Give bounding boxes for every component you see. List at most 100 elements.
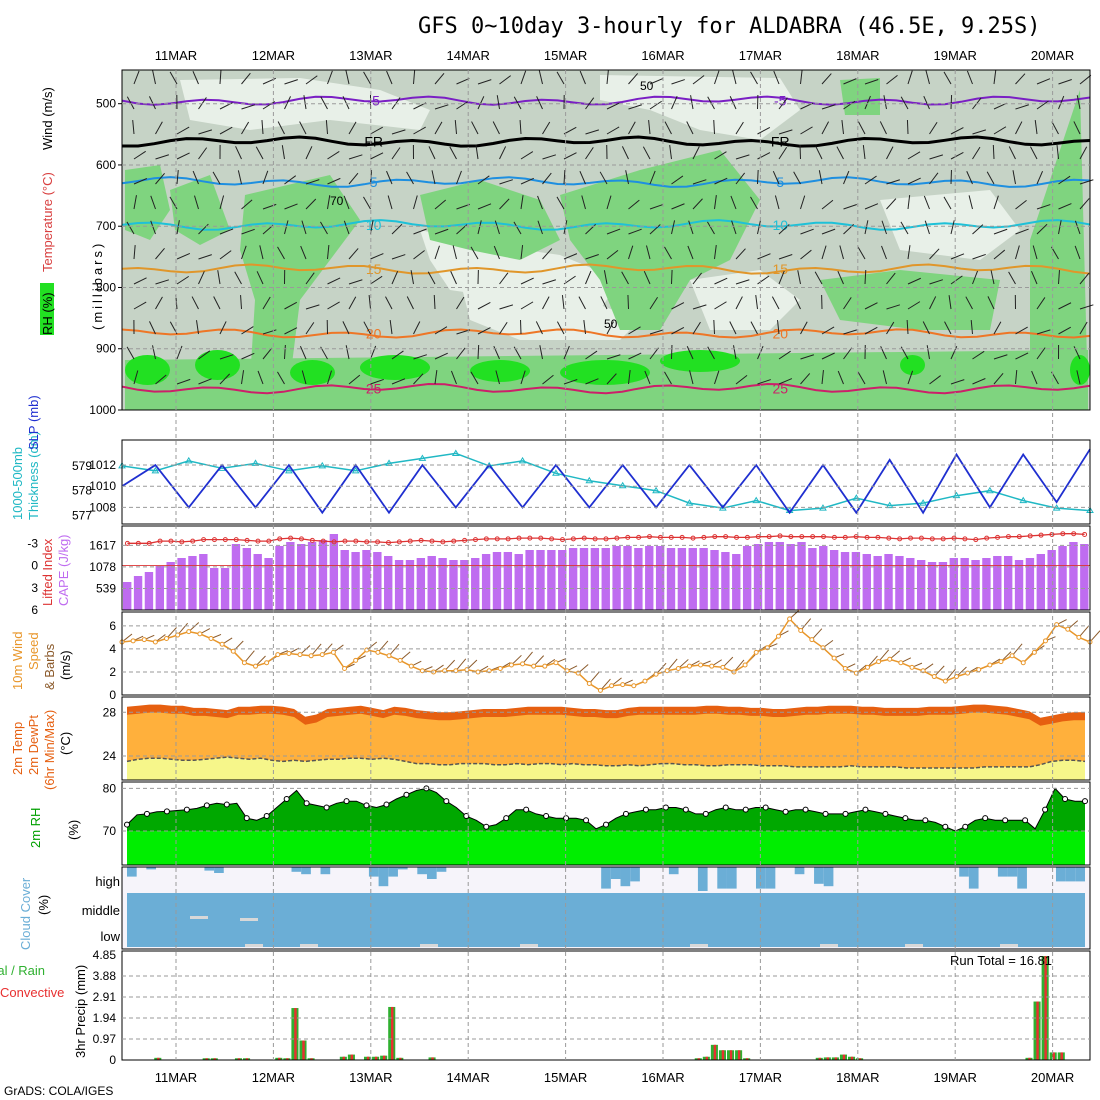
wind-barb — [542, 374, 554, 385]
wind-barb — [176, 126, 190, 135]
cape-bar — [558, 550, 567, 610]
temperature-contour-label: 10 — [366, 217, 382, 233]
wind-barb — [454, 120, 457, 135]
wind-barb — [993, 354, 1008, 360]
date-label-bottom: 19MAR — [934, 1070, 977, 1085]
wind-barb — [585, 350, 598, 360]
rh-contour-label: 50 — [604, 317, 618, 331]
wind-barb — [284, 301, 298, 310]
wind-barb — [387, 195, 393, 210]
wind-barb — [237, 170, 242, 185]
wind-barb — [800, 354, 814, 360]
wind-barb — [262, 101, 276, 110]
rh-marker — [822, 810, 829, 817]
wind-speed-marker — [152, 639, 158, 645]
wind-barb — [583, 320, 586, 335]
wind-barb — [235, 146, 242, 160]
wind-barb — [240, 294, 242, 310]
wind-barb — [843, 78, 857, 85]
precip-conv-bar — [737, 1050, 741, 1060]
cape-bar — [1003, 556, 1013, 610]
wind-barb — [687, 245, 694, 260]
precip-conv-bar — [826, 1057, 830, 1060]
precip-conv-bar — [1044, 956, 1047, 1060]
wind-barb — [671, 203, 685, 210]
cape-bar — [699, 548, 708, 610]
thickness-marker — [151, 466, 160, 474]
wind-barb — [771, 296, 780, 310]
wind-barb — [857, 121, 866, 135]
wind-barb — [864, 326, 878, 335]
wind-barb — [155, 279, 170, 285]
wind-barb — [261, 120, 264, 135]
wind-barb — [628, 104, 642, 110]
wind-barb — [563, 253, 578, 260]
wind-barb — [284, 220, 289, 235]
cloud-high-bar — [726, 867, 737, 889]
wind-barb — [320, 221, 328, 235]
wind-barb — [126, 96, 135, 110]
wind-barb — [391, 270, 399, 285]
lifted-index-marker — [734, 534, 740, 540]
rh-marker — [443, 798, 450, 805]
wind-barb — [972, 253, 986, 260]
cloud-units-label: (%) — [36, 895, 51, 915]
wind-barb — [363, 321, 371, 335]
precip-conv-bar — [842, 1054, 846, 1060]
cloud-high-bar — [320, 867, 331, 875]
wind-barb — [219, 69, 222, 85]
lifted-index-marker — [146, 540, 152, 546]
wind-barb — [649, 170, 656, 185]
wind-barb — [133, 370, 139, 385]
wind-barb — [579, 170, 586, 185]
cape-bar — [351, 552, 360, 610]
wind-tick-label: 0 — [109, 688, 116, 702]
wind-barb — [843, 170, 850, 185]
wind-barb — [606, 102, 620, 110]
wind-barb — [692, 321, 701, 335]
wind-barb — [800, 228, 814, 235]
wind-barb — [841, 120, 844, 135]
wind-barb — [1031, 370, 1038, 385]
wind-barb — [750, 71, 758, 85]
wind-barb — [499, 304, 514, 310]
wind-barb — [363, 71, 371, 85]
cloud-panel-frame — [121, 866, 1091, 950]
wind-barb — [413, 126, 426, 135]
lifted-index-marker — [810, 534, 816, 540]
lifted-index-marker — [527, 535, 533, 541]
wind-barb — [198, 147, 208, 160]
wind-barb — [987, 296, 995, 310]
cape-bar — [753, 544, 763, 610]
wind-barb — [191, 296, 199, 310]
wind-barb — [152, 345, 156, 360]
lifted-index-marker — [222, 537, 228, 543]
date-label-bottom: 11MAR — [155, 1070, 197, 1085]
precip-conv-label: Convective — [0, 985, 64, 1000]
lifted-index-marker — [744, 534, 750, 540]
thickness-marker — [285, 466, 293, 474]
wind-barb — [628, 121, 636, 135]
wind-barb-10m — [1011, 643, 1023, 657]
wind-barb — [406, 296, 414, 310]
wind-barb — [542, 248, 553, 260]
wind-barb — [348, 374, 361, 385]
wind-barb — [385, 296, 393, 310]
wind-barb — [1058, 269, 1060, 285]
date-label-top: 19MAR — [934, 48, 977, 63]
wind-barb — [1079, 74, 1092, 85]
temp-axis-label: 2m Temp — [10, 722, 25, 775]
rh-marker — [1022, 817, 1029, 824]
wind-speed-marker — [942, 678, 948, 684]
rh-marker — [363, 802, 370, 809]
wind-barb — [391, 223, 403, 235]
wind-barb — [434, 370, 438, 385]
wind-barb — [993, 373, 1004, 385]
wind-barb — [628, 199, 640, 210]
wind-barb — [735, 296, 743, 310]
wind-barb — [707, 346, 715, 360]
lifted-index-marker — [157, 538, 163, 544]
wind-barb — [456, 329, 471, 335]
cloud-gap — [190, 916, 208, 919]
date-label-top: 20MAR — [1031, 48, 1074, 63]
